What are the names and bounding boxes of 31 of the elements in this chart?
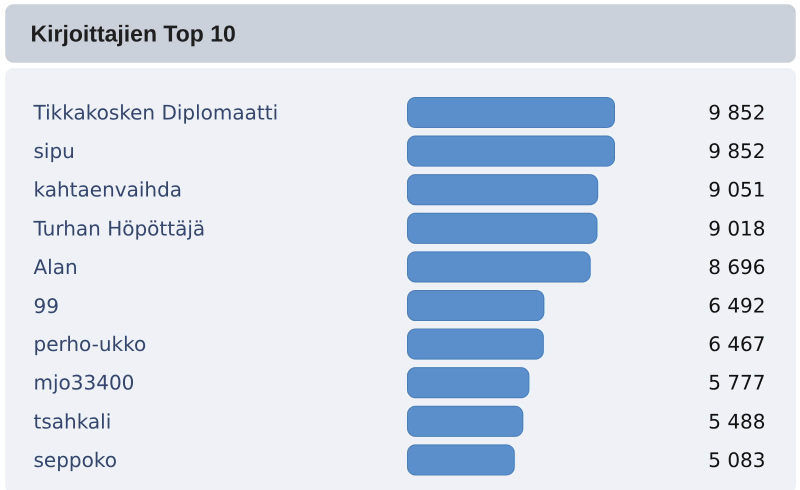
data-label: 9 852 — [708, 139, 766, 164]
bar — [407, 367, 530, 398]
bar — [407, 328, 544, 360]
text: Kirjoittajien Top 10 — [30, 20, 236, 46]
bar — [407, 251, 591, 282]
y-tick-label: tsahkali — [34, 409, 112, 434]
data-label: 9 852 — [708, 100, 766, 124]
data-label: 9 051 — [708, 178, 766, 202]
bar — [407, 406, 524, 437]
data-label: 6 492 — [708, 294, 766, 318]
data-label: 5 488 — [708, 409, 766, 434]
y-tick-label: kahtaenvaihda — [34, 178, 182, 202]
bar — [407, 212, 598, 244]
y-tick-label: sipu — [34, 139, 75, 164]
bar — [407, 174, 598, 206]
data-label: 5 083 — [708, 448, 766, 472]
y-tick-label: seppoko — [34, 448, 117, 472]
data-label: 6 467 — [708, 332, 766, 356]
bar — [407, 444, 515, 476]
data-label: 5 777 — [708, 370, 766, 395]
y-tick-label: Turhan Höpöttäjä — [32, 216, 206, 240]
data-label: 9 018 — [708, 216, 766, 240]
y-tick-label: Alan — [34, 254, 78, 279]
data-label: 8 696 — [708, 254, 766, 279]
bar — [407, 96, 615, 128]
y-tick-label: 99 — [34, 294, 59, 318]
bar — [407, 290, 544, 322]
y-tick-label: perho-ukko — [34, 332, 146, 356]
y-tick-label: Tikkakosken Diplomaatti — [32, 100, 278, 124]
y-tick-label: mjo33400 — [34, 370, 134, 395]
bar — [407, 136, 615, 167]
